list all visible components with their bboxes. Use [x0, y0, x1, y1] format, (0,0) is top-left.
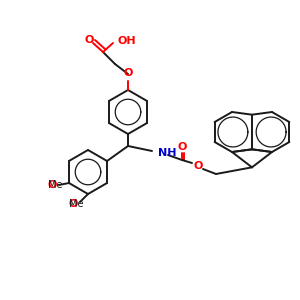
Text: OH: OH	[118, 36, 136, 46]
Text: O: O	[84, 35, 94, 45]
Text: O: O	[48, 180, 57, 190]
Text: O: O	[69, 199, 78, 209]
Text: O: O	[177, 142, 187, 152]
Text: NH: NH	[158, 148, 176, 158]
Text: Me: Me	[48, 180, 62, 190]
Text: O: O	[123, 68, 133, 78]
Text: Me: Me	[69, 199, 83, 209]
Text: O: O	[193, 161, 203, 171]
